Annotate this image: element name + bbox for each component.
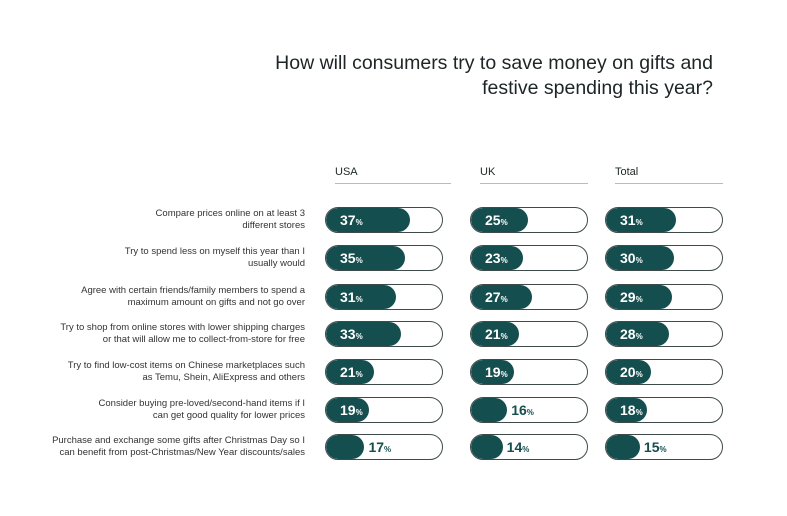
bar-uk: 21% — [470, 321, 588, 347]
bar-total: 28% — [605, 321, 723, 347]
bar-fill — [606, 208, 677, 232]
bar-total: 29% — [605, 284, 723, 310]
data-label: 23% — [485, 250, 508, 266]
data-label: 31% — [340, 289, 363, 305]
bar-fill — [471, 360, 514, 384]
data-label: 30% — [620, 250, 643, 266]
bar-uk: 25% — [470, 207, 588, 233]
bar-fill — [326, 285, 397, 309]
bar-total: 30% — [605, 245, 723, 271]
bar-fill — [606, 322, 670, 346]
row-label: Try to find low-cost items on Chinese ma… — [67, 360, 305, 383]
bar-fill — [471, 208, 528, 232]
bar-fill — [471, 322, 519, 346]
bar-fill — [326, 360, 374, 384]
bar-uk: 23% — [470, 245, 588, 271]
row-label: Try to spend less on myself this year th… — [124, 246, 305, 269]
data-label: 20% — [620, 364, 643, 380]
bar-total: 20% — [605, 359, 723, 385]
bar-usa: 31% — [325, 284, 443, 310]
data-label: 29% — [620, 289, 643, 305]
bar-fill — [326, 208, 410, 232]
row-label: Try to shop from online stores with lowe… — [60, 322, 305, 345]
data-label: 19% — [485, 364, 508, 380]
bar-usa: 17% — [325, 434, 443, 460]
bar-fill — [471, 246, 524, 270]
data-label: 31% — [620, 212, 643, 228]
bar-fill — [471, 398, 508, 422]
bar-fill — [606, 435, 640, 459]
bar-usa: 35% — [325, 245, 443, 271]
bar-fill — [471, 285, 533, 309]
bar-usa: 33% — [325, 321, 443, 347]
bar-total: 15% — [605, 434, 723, 460]
bar-usa: 21% — [325, 359, 443, 385]
data-label: 16% — [511, 402, 534, 418]
row-label: Compare prices online on at least 3 diffe… — [155, 208, 305, 231]
bar-uk: 27% — [470, 284, 588, 310]
data-label: 28% — [620, 326, 643, 342]
bar-uk: 16% — [470, 397, 588, 423]
bar-uk: 14% — [470, 434, 588, 460]
bar-fill — [326, 398, 369, 422]
chart-title-line-1: How will consumers try to save money on … — [275, 52, 713, 74]
bar-fill — [326, 246, 406, 270]
data-label: 21% — [340, 364, 363, 380]
row-label: Agree with certain friends/family member… — [81, 285, 305, 308]
data-label: 18% — [620, 402, 643, 418]
data-label: 14% — [506, 439, 530, 455]
column-header-uk: UK — [480, 166, 588, 184]
data-label: 15% — [643, 439, 667, 455]
bar-fill — [606, 246, 674, 270]
bar-total: 31% — [605, 207, 723, 233]
data-label: 35% — [340, 250, 363, 266]
data-label: 27% — [485, 289, 508, 305]
row-label: Purchase and exchange some gifts after C… — [52, 435, 305, 458]
row-label: Consider buying pre-loved/second-hand it… — [98, 398, 305, 421]
bar-uk: 19% — [470, 359, 588, 385]
bar-fill — [606, 285, 672, 309]
data-label: 37% — [340, 212, 363, 228]
data-label: 33% — [340, 326, 363, 342]
bar-usa: 37% — [325, 207, 443, 233]
bar-fill — [471, 435, 503, 459]
bar-fill — [326, 435, 365, 459]
data-label: 19% — [340, 402, 363, 418]
column-header-usa: USA — [335, 166, 451, 184]
column-header-total: Total — [615, 166, 723, 184]
bar-fill — [326, 322, 401, 346]
chart-title-line-2: festive spending this year? — [482, 77, 713, 99]
bar-fill — [606, 360, 652, 384]
data-label: 25% — [485, 212, 508, 228]
bar-usa: 19% — [325, 397, 443, 423]
chart-title: How will consumers try to save money on … — [275, 51, 713, 101]
bar-total: 18% — [605, 397, 723, 423]
data-label: 21% — [485, 326, 508, 342]
data-label: 17% — [368, 439, 392, 455]
bar-fill — [606, 398, 647, 422]
